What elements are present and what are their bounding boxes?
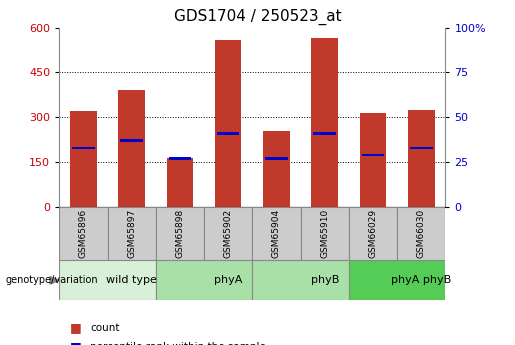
Text: GSM65898: GSM65898 bbox=[176, 209, 184, 258]
Bar bbox=[349, 207, 397, 260]
Text: phyA: phyA bbox=[214, 275, 243, 285]
Text: GSM65904: GSM65904 bbox=[272, 209, 281, 258]
Bar bbox=[72, 147, 95, 149]
Text: GSM65896: GSM65896 bbox=[79, 209, 88, 258]
Bar bbox=[362, 154, 384, 156]
Text: GSM65902: GSM65902 bbox=[224, 209, 233, 258]
Bar bbox=[265, 157, 288, 160]
Bar bbox=[59, 260, 156, 300]
Text: genotype/variation: genotype/variation bbox=[5, 275, 98, 285]
Bar bbox=[156, 260, 252, 300]
Text: GDS1704 / 250523_at: GDS1704 / 250523_at bbox=[174, 9, 341, 25]
Text: percentile rank within the sample: percentile rank within the sample bbox=[90, 342, 266, 345]
Bar bbox=[59, 207, 108, 260]
Bar bbox=[360, 113, 386, 207]
Bar bbox=[252, 260, 349, 300]
Text: GSM66030: GSM66030 bbox=[417, 209, 426, 258]
Text: count: count bbox=[90, 323, 119, 333]
Text: phyA phyB: phyA phyB bbox=[391, 275, 452, 285]
Text: GSM65897: GSM65897 bbox=[127, 209, 136, 258]
Text: wild type: wild type bbox=[106, 275, 157, 285]
Bar bbox=[168, 157, 191, 160]
Text: GSM66029: GSM66029 bbox=[369, 209, 377, 258]
Text: phyB: phyB bbox=[311, 275, 339, 285]
Bar bbox=[121, 139, 143, 142]
Bar bbox=[408, 110, 435, 207]
Bar bbox=[215, 40, 242, 207]
Bar bbox=[263, 131, 290, 207]
Bar bbox=[217, 132, 239, 135]
Bar bbox=[118, 90, 145, 207]
Bar bbox=[204, 207, 252, 260]
Bar bbox=[108, 207, 156, 260]
Text: ■: ■ bbox=[70, 340, 81, 345]
Text: ■: ■ bbox=[70, 321, 81, 334]
Bar bbox=[312, 38, 338, 207]
Bar bbox=[70, 111, 97, 207]
Bar bbox=[301, 207, 349, 260]
Bar bbox=[314, 132, 336, 135]
Bar bbox=[156, 207, 204, 260]
Text: GSM65910: GSM65910 bbox=[320, 209, 329, 258]
Bar bbox=[410, 147, 433, 149]
Polygon shape bbox=[50, 277, 59, 284]
Bar bbox=[349, 260, 445, 300]
Bar bbox=[397, 207, 445, 260]
Bar bbox=[252, 207, 301, 260]
Bar bbox=[167, 158, 193, 207]
